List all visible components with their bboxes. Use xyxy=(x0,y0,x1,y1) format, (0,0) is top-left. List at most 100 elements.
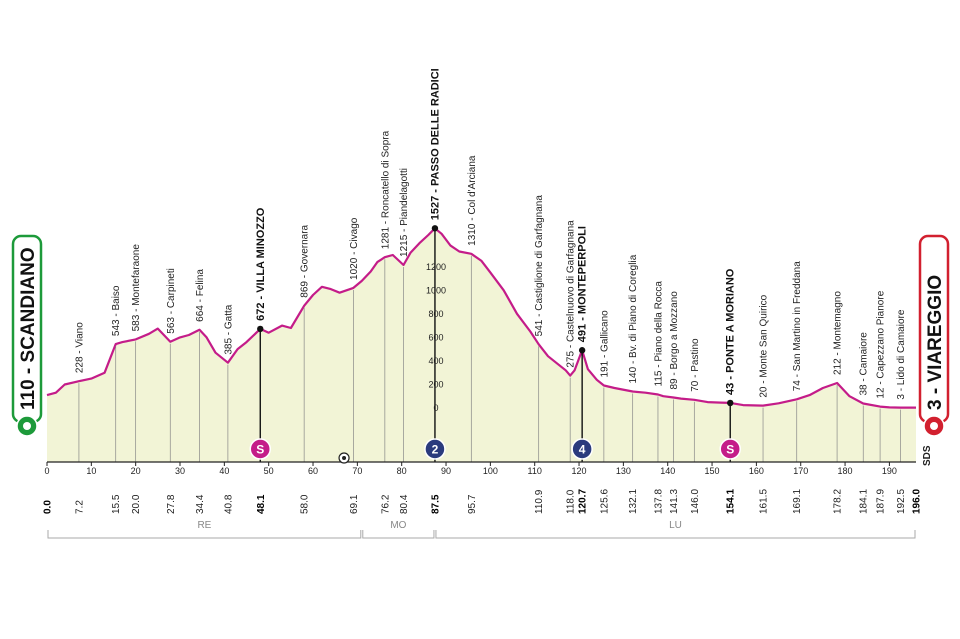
km-point-label: 154.1 xyxy=(726,489,737,514)
badge-label: 4 xyxy=(579,443,586,457)
km-tick-label: 120 xyxy=(572,466,587,476)
place-label: 541 - Castiglione di Garfagnana xyxy=(534,195,545,337)
place-label: 212 - Montemagno xyxy=(833,291,844,375)
km-tick-label: 70 xyxy=(352,466,362,476)
place-label: 869 - Governara xyxy=(300,224,311,297)
province-bracket xyxy=(47,530,362,539)
km-tick-label: 30 xyxy=(175,466,185,476)
km-point-label: 87.5 xyxy=(430,494,441,514)
start-label: 110 - SCANDIANO xyxy=(18,247,39,410)
place-label: 89 - Borgo a Mozzano xyxy=(669,291,680,390)
elevation-ticks-layer: 0 200 400 600 800 1000 1200 xyxy=(426,262,446,413)
place-dot xyxy=(727,399,734,407)
km-point-label: 161.5 xyxy=(759,489,770,514)
km-tick-label: 170 xyxy=(793,466,808,476)
place-label: 1281 - Roncatello di Sopra xyxy=(380,130,391,249)
km-point-label: 169.1 xyxy=(792,489,803,514)
place-label: 664 - Felina xyxy=(195,269,206,322)
profile-area-layer xyxy=(46,227,916,462)
place-label: 12 - Capezzano Pianore xyxy=(876,290,887,398)
km-point-label: 76.2 xyxy=(380,494,391,514)
km-point-label: 196.0 xyxy=(912,489,923,514)
place-label: 1020 - Civago xyxy=(349,217,360,280)
km-tick-label: 190 xyxy=(882,466,897,476)
place-label: 1215 - Piandelagotti xyxy=(399,168,410,257)
badge-label: 2 xyxy=(432,443,439,457)
kom-badge xyxy=(571,438,593,460)
km-tick-label: 130 xyxy=(616,466,631,476)
km-tick-label: 0 xyxy=(44,466,49,476)
profile-line xyxy=(46,227,916,409)
km-tick-label: 150 xyxy=(705,466,720,476)
place-label: 191 - Gallicano xyxy=(599,310,610,378)
place-label: 491 - MONTEPERPOLI xyxy=(577,226,589,342)
province-label: LU xyxy=(669,520,682,531)
badge-label: S xyxy=(726,443,734,457)
km-axis-layer: 0 10 20 30 40 50 60 70 80 90 100 110 120 130 140 150 160… xyxy=(44,461,916,476)
profile-fill xyxy=(47,228,916,462)
km-labels-layer: 0.0 7.2 15.5 20.0 27.8 34.4 40.8 48.1 58.0 69.1 76… xyxy=(43,489,923,514)
place-label: 1310 - Col d'Arciana xyxy=(467,155,478,246)
sprint-badge xyxy=(249,438,272,460)
sds-label: SDS xyxy=(922,445,933,466)
km-tick-label: 140 xyxy=(660,466,675,476)
km-tick-label: 160 xyxy=(749,466,764,476)
elevation-tick: 1200 xyxy=(426,262,446,272)
place-label: 543 - Baiso xyxy=(111,285,122,336)
start-finish-layer: 110 - SCANDIANO 3 - VIAREGGIO xyxy=(11,234,950,437)
km-point-label: 184.1 xyxy=(859,489,870,514)
km-tick-label: 40 xyxy=(219,466,229,476)
province-label: MO xyxy=(390,520,406,531)
km-point-label: 0.0 xyxy=(43,500,54,514)
elevation-tick: 400 xyxy=(428,356,443,366)
flag-icon-center xyxy=(930,422,938,430)
elevation-tick: 600 xyxy=(428,332,443,342)
place-label: 38 - Camaiore xyxy=(859,332,870,396)
place-label: 20 - Monte San Quirico xyxy=(759,294,770,397)
province-bracket xyxy=(435,530,916,539)
province-bracket xyxy=(362,530,435,539)
km-point-label: 40.8 xyxy=(223,494,234,514)
place-labels-layer: 228 - Viano 543 - Baiso 583 - Montefaraone… xyxy=(74,68,907,399)
kom-badge xyxy=(424,438,446,460)
place-label: 1527 - PASSO DELLE RADICI xyxy=(429,68,441,220)
km-point-label: 110.9 xyxy=(534,489,545,514)
km-tick-label: 60 xyxy=(308,466,318,476)
place-label: 115 - Piano della Rocca xyxy=(653,281,664,387)
km-point-label: 187.9 xyxy=(876,489,887,514)
km-point-label: 125.6 xyxy=(599,489,610,514)
km-tick-label: 80 xyxy=(397,466,407,476)
km-point-label: 7.2 xyxy=(74,500,85,514)
km-tick-label: 50 xyxy=(264,466,274,476)
place-label: 275 - Castelnuovo di Garfagnana xyxy=(566,220,577,368)
place-label: 672 - VILLA MINOZZO xyxy=(255,207,267,321)
finish-label: 3 - VIAREGGIO xyxy=(925,275,946,410)
province-layer: RE MO LU xyxy=(47,520,916,539)
km-tick-label: 110 xyxy=(528,466,542,476)
place-label: 583 - Montefaraone xyxy=(131,244,142,332)
elevation-tick: 200 xyxy=(428,379,443,389)
km-tick-label: 100 xyxy=(483,466,498,476)
km-point-label: 137.8 xyxy=(653,489,664,514)
km-point-label: 58.0 xyxy=(300,494,311,514)
elevation-tick: 800 xyxy=(428,309,443,319)
place-dot xyxy=(578,347,586,354)
flag-icon-center xyxy=(23,422,31,430)
place-label: 74 - San Martino in Freddana xyxy=(792,261,803,392)
km-point-label: 20.0 xyxy=(131,494,142,514)
km-point-label: 192.5 xyxy=(896,489,907,514)
place-label: 228 - Viano xyxy=(74,322,85,373)
km-point-label: 27.8 xyxy=(166,494,177,514)
badge-label: S xyxy=(256,443,264,457)
km-point-label: 132.1 xyxy=(628,489,639,514)
elevation-tick: 0 xyxy=(433,403,438,413)
km-point-label: 69.1 xyxy=(349,494,360,514)
km-point-label: 146.0 xyxy=(690,489,701,514)
place-label: 3 - Lido di Camaiore xyxy=(896,309,907,399)
feed-zone-icon-dot xyxy=(342,456,347,460)
place-label: 43 - PONTE A MORIANO xyxy=(725,268,737,395)
km-point-label: 95.7 xyxy=(467,494,478,514)
km-point-label: 120.7 xyxy=(578,489,589,514)
km-tick-label: 90 xyxy=(441,466,451,476)
place-dot xyxy=(257,325,264,333)
